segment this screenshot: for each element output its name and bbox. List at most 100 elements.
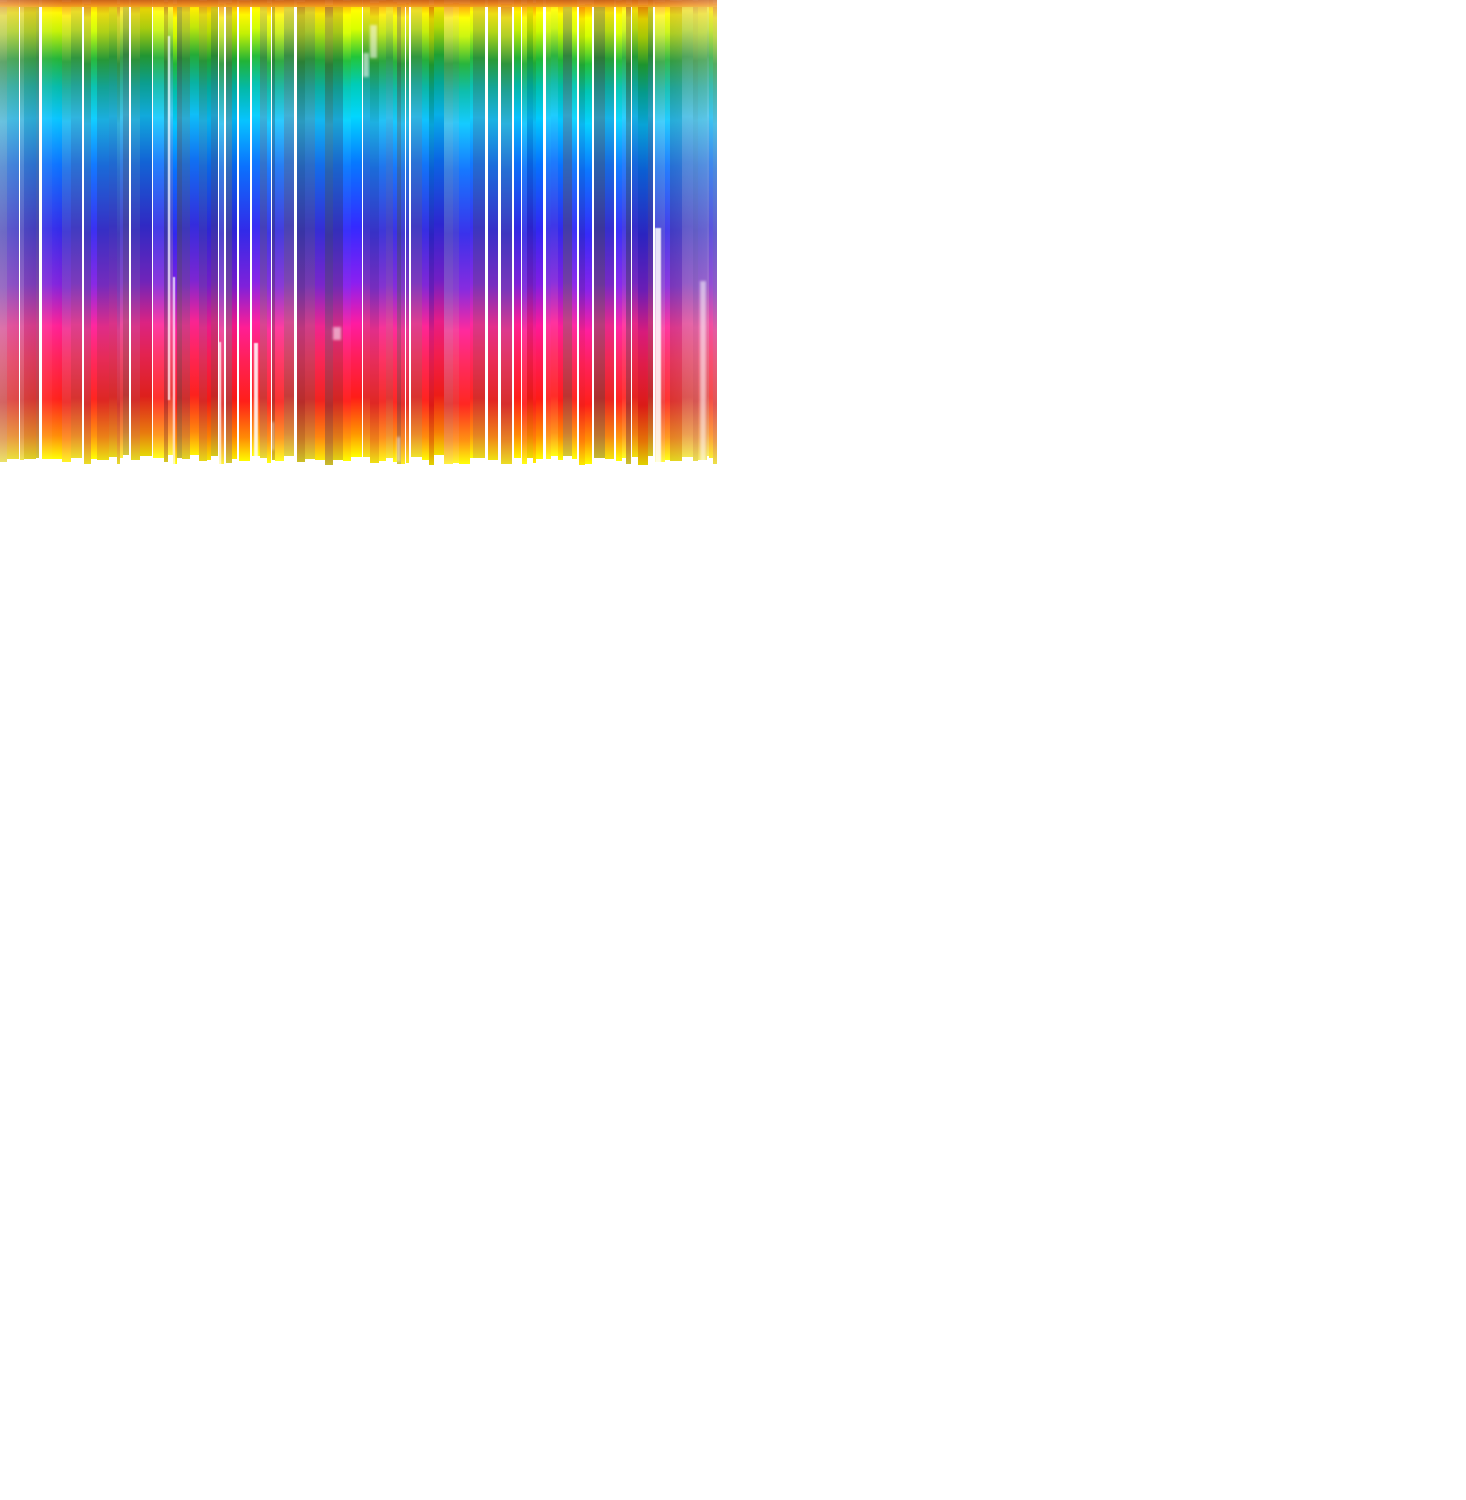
fringe-strand [579, 0, 585, 1467]
fringe-strand [422, 0, 429, 1455]
strand-gap [362, 0, 363, 1500]
fringe-strand [20, 0, 24, 1484]
fringe-strand [260, 0, 267, 1494]
fringe-strand [62, 0, 71, 1495]
fringe-strand [648, 0, 653, 1463]
foil-highlight [183, 986, 186, 1500]
fringe-strand [36, 0, 39, 1486]
foil-highlight [624, 637, 626, 853]
strand-gap [39, 0, 42, 1500]
foil-highlight [54, 789, 60, 957]
foil-highlight [46, 1029, 51, 1500]
strand-gap [224, 0, 226, 1500]
fringe-strand [284, 0, 294, 1479]
fringe-strand [434, 0, 444, 1459]
right-curtain-panel [0, 0, 709, 1500]
foil-highlight [471, 619, 472, 949]
fringe-strand [551, 0, 558, 1468]
fringe-strand [386, 0, 393, 1498]
fringe-strand [585, 0, 592, 1479]
fringe-strand [153, 0, 164, 1475]
fringe-strand [97, 0, 109, 1457]
fringe-strand [453, 0, 459, 1490]
strand-gap [271, 0, 272, 1500]
fringe-strand [626, 0, 631, 1483]
fringe-strand [514, 0, 521, 1484]
strand-gap [592, 0, 594, 1500]
foil-highlight [581, 839, 584, 1400]
fringe-strand [267, 0, 271, 1462]
fringe-strand [168, 0, 173, 1491]
foil-sparkle [333, 327, 341, 340]
foil-highlight [112, 943, 115, 1500]
curtain-top-edge [0, 0, 709, 7]
fringe-strand [693, 0, 698, 1482]
foil-sparkle [397, 437, 400, 462]
fringe-strand [219, 0, 224, 1481]
strand-gap [129, 0, 131, 1500]
fringe-strand [397, 0, 401, 1499]
fringe-strand [275, 0, 284, 1464]
fringe-strand [379, 0, 386, 1458]
fringe-strand [24, 0, 36, 1493]
foil-sparkle [62, 953, 69, 988]
fringe-strand [305, 0, 315, 1459]
foil-sparkle [117, 1157, 119, 1178]
strand-gap [294, 0, 297, 1500]
strand-gap [577, 0, 579, 1500]
foil-highlight [655, 228, 661, 528]
foil-sparkle [272, 422, 274, 450]
foil-highlight [168, 36, 170, 400]
fringe-strand [429, 0, 434, 1471]
fringe-strand [343, 0, 351, 1481]
fringe-strand [207, 0, 211, 1480]
fringe-strand [0, 0, 7, 1498]
fringe-strand [232, 0, 237, 1492]
fringe-strand [71, 0, 82, 1470]
strand-gap [631, 0, 632, 1500]
foil-highlight [393, 1031, 396, 1500]
fringe-strand [131, 0, 140, 1465]
fringe-strand [632, 0, 638, 1491]
foil-highlight [336, 673, 340, 1113]
fringe-strand [199, 0, 207, 1463]
foil-sparkle [52, 547, 60, 564]
fringe-strand [707, 0, 713, 1453]
strand-gap [498, 0, 501, 1500]
fringe-strand [42, 0, 52, 1498]
fringe-strand [406, 0, 409, 1477]
strand-gap [409, 0, 411, 1500]
fringe-strand [226, 0, 232, 1460]
fringe-strand [84, 0, 91, 1461]
foil-highlight [700, 281, 706, 529]
foil-highlight [546, 1030, 549, 1425]
foil-highlight [243, 1017, 247, 1237]
strand-gap [543, 0, 546, 1500]
fringe-strand [616, 0, 622, 1466]
foil-highlight [429, 898, 433, 1148]
foil-sparkle [275, 1224, 282, 1258]
strand-gap [614, 0, 616, 1500]
fringe-strand [713, 0, 717, 1485]
strand-gap [512, 0, 514, 1500]
strand-gap [82, 0, 84, 1500]
foil-sparkle [616, 1117, 621, 1133]
fringe-strand [638, 0, 648, 1454]
fringe-strand [655, 0, 665, 1469]
fringe-strand [297, 0, 305, 1494]
foil-highlight [559, 666, 561, 1248]
foil-sparkle [363, 53, 369, 77]
fringe-strand [488, 0, 498, 1488]
fringe-strand [393, 0, 397, 1497]
fringe-strand [117, 0, 120, 1467]
foil-highlight [193, 507, 199, 1131]
strand-gap [237, 0, 239, 1500]
strand-gap [485, 0, 488, 1500]
strand-gap [218, 0, 219, 1500]
fringe-strand [533, 0, 536, 1458]
strand-gap [653, 0, 655, 1500]
strand-gap [250, 0, 252, 1500]
strand-gap [405, 0, 406, 1500]
fringe-strand [370, 0, 379, 1469]
